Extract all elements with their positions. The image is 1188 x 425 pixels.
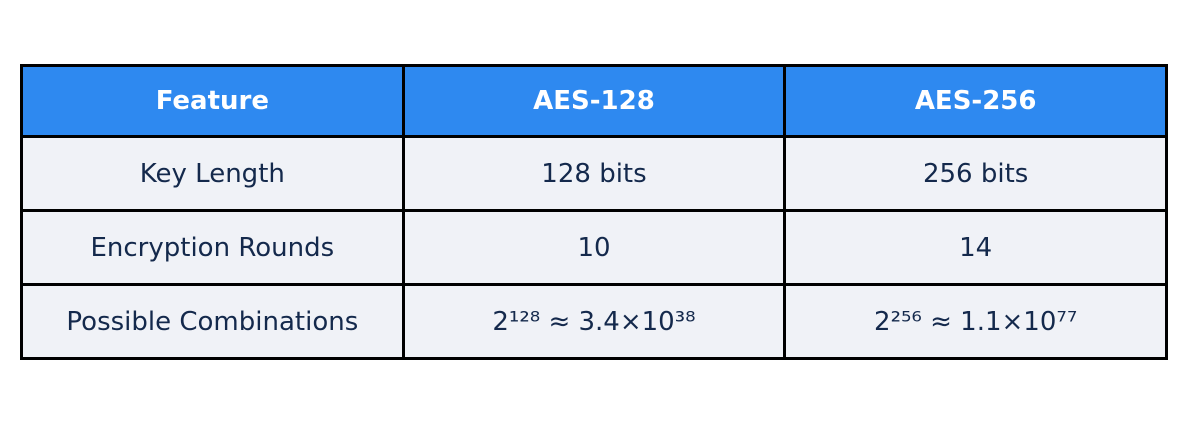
cell-rounds-aes128: 10 — [401, 209, 787, 286]
table-row-encryption-rounds: Encryption Rounds 10 14 — [20, 209, 1168, 286]
cell-combinations-aes128: 2¹²⁸ ≈ 3.4×10³⁸ — [401, 283, 787, 360]
cell-combinations-aes256: 2²⁵⁶ ≈ 1.1×10⁷⁷ — [783, 283, 1168, 360]
header-cell-feature: Feature — [20, 64, 405, 138]
row-label-key-length: Key Length — [20, 135, 405, 212]
row-label-encryption-rounds: Encryption Rounds — [20, 209, 405, 286]
cell-key-length-aes256: 256 bits — [783, 135, 1168, 212]
table-row-key-length: Key Length 128 bits 256 bits — [20, 135, 1168, 212]
header-cell-aes128: AES-128 — [401, 64, 787, 138]
header-cell-aes256: AES-256 — [783, 64, 1168, 138]
header-row: Feature AES-128 AES-256 — [20, 64, 1168, 138]
cell-key-length-aes128: 128 bits — [401, 135, 787, 212]
table-body: Key Length 128 bits 256 bits Encryption … — [20, 135, 1168, 360]
cell-rounds-aes256: 14 — [783, 209, 1168, 286]
table-row-possible-combinations: Possible Combinations 2¹²⁸ ≈ 3.4×10³⁸ 2²… — [20, 283, 1168, 360]
table-header: Feature AES-128 AES-256 — [20, 64, 1168, 138]
aes-comparison-table-container: Feature AES-128 AES-256 Key Length 128 b… — [20, 64, 1168, 360]
aes-comparison-table: Feature AES-128 AES-256 Key Length 128 b… — [20, 64, 1168, 360]
row-label-possible-combinations: Possible Combinations — [20, 283, 405, 360]
